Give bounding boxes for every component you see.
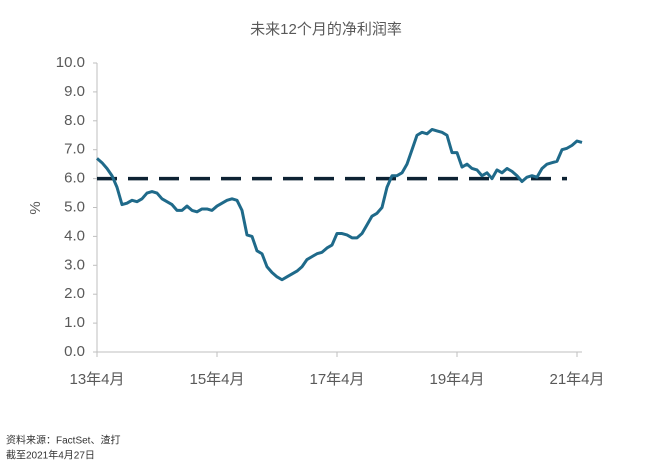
footnote: 截至2021年4月27日 [6,449,95,462]
y-tick-label: 3.0 [64,256,85,273]
y-tick-label: 8.0 [64,112,85,129]
y-tick-label: 1.0 [64,314,85,331]
data-line [96,127,583,282]
x-tick-label: 15年4月 [189,371,244,388]
x-tick-label: 13年4月 [69,371,124,388]
y-tick-label: 9.0 [64,83,85,100]
x-tick-label: 19年4月 [429,371,484,388]
y-tick-label: 5.0 [64,198,85,215]
y-tick-label: 7.0 [64,141,85,158]
y-tick-label: 10.0 [56,54,85,71]
y-tick-label: 6.0 [64,170,85,187]
y-tick-label: 0.0 [64,343,85,360]
y-axis-label: % [27,201,44,214]
x-tick-label: 21年4月 [549,371,604,388]
x-tick-label: 17年4月 [309,371,364,388]
footnote: 资料来源：FactSet、渣打 [6,434,120,447]
chart-title: 未来12个月的净利润率 [250,21,402,38]
y-tick-label: 2.0 [64,285,85,302]
y-tick-label: 4.0 [64,227,85,244]
